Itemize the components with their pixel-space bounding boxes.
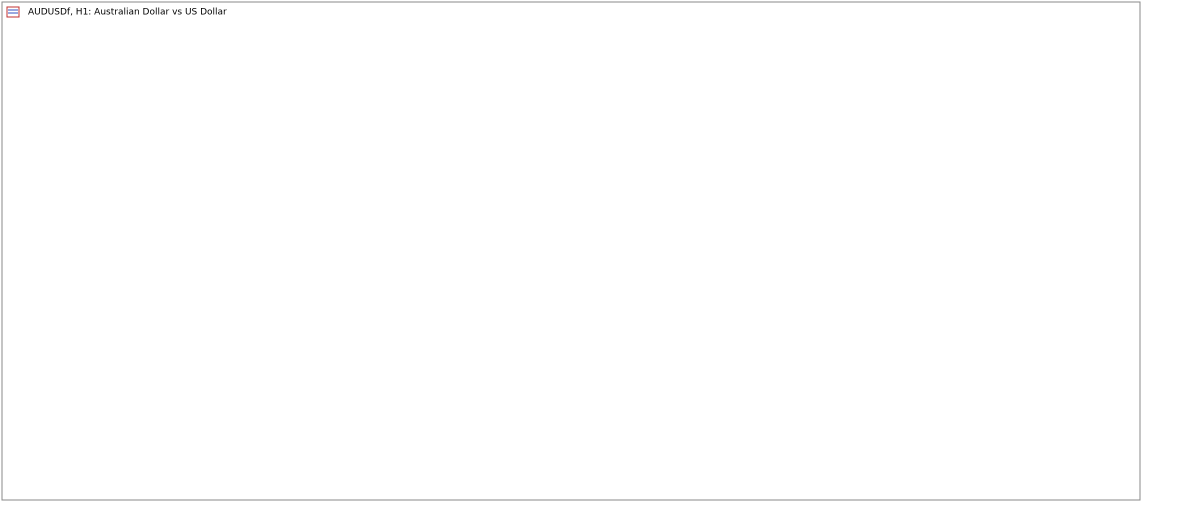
plot-frame [1, 1, 1141, 501]
chart-icon [6, 6, 20, 18]
chart-header: AUDUSDf, H1: Australian Dollar vs US Dol… [6, 6, 227, 18]
chart-title: AUDUSDf, H1: Australian Dollar vs US Dol… [28, 8, 227, 18]
